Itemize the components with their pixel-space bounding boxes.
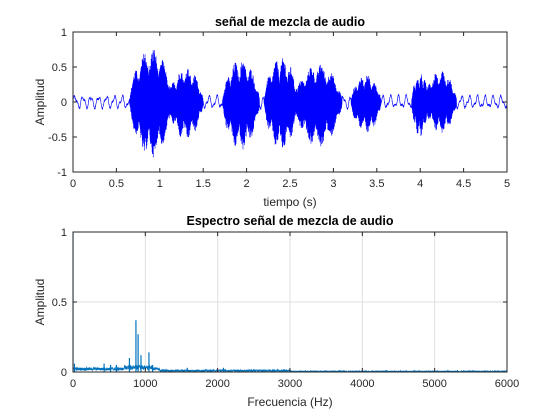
y-tick-label: 0.5 <box>52 297 67 309</box>
x-tick-label: 1000 <box>133 378 157 390</box>
x-tick-label: 3.5 <box>369 178 384 190</box>
x-tick-label: 5 <box>504 178 510 190</box>
waveform-xlabel: tiempo (s) <box>263 195 316 209</box>
x-tick-label: 2.5 <box>282 178 297 190</box>
waveform-ylabel: Amplitud <box>33 79 47 126</box>
x-tick-label: 1.5 <box>196 178 211 190</box>
y-tick-label: -0.5 <box>48 132 67 144</box>
spectrum-title: Espectro señal de mezcla de audio <box>186 214 393 228</box>
x-tick-label: 5000 <box>422 378 446 390</box>
waveform-axes: 0 0.5 1 1.5 2 2.5 3 3.5 4 4.5 5 -1 -0.5 0 0.5 1 señal d… <box>33 15 510 209</box>
x-tick-label: 4000 <box>350 378 374 390</box>
spectrum-ylabel: Amplitud <box>33 279 47 326</box>
x-tick-label: 2 <box>244 178 250 190</box>
x-tick-label: 1 <box>157 178 163 190</box>
x-tick-label: 4.5 <box>456 178 471 190</box>
spectrum-axes: 0 1000 2000 3000 4000 5000 6000 0 0.5 1 Espectro … <box>33 214 519 409</box>
x-tick-label: 4 <box>417 178 423 190</box>
y-tick-label: 0.5 <box>52 62 67 74</box>
x-tick-label: 6000 <box>495 378 519 390</box>
x-tick-label: 3 <box>330 178 336 190</box>
x-tick-label: 3000 <box>278 378 302 390</box>
waveform-line <box>73 50 507 158</box>
spectrum-xlabel: Frecuencia (Hz) <box>247 395 332 409</box>
x-tick-label: 2000 <box>205 378 229 390</box>
y-tick-label: 1 <box>61 227 67 239</box>
y-tick-label: 0 <box>61 367 67 379</box>
y-tick-label: -1 <box>57 167 67 179</box>
x-tick-label: 0 <box>70 378 76 390</box>
y-tick-label: 1 <box>61 27 67 39</box>
waveform-title: señal de mezcla de audio <box>215 15 365 29</box>
y-tick-label: 0 <box>61 97 67 109</box>
x-tick-label: 0 <box>70 178 76 190</box>
x-tick-label: 0.5 <box>109 178 124 190</box>
